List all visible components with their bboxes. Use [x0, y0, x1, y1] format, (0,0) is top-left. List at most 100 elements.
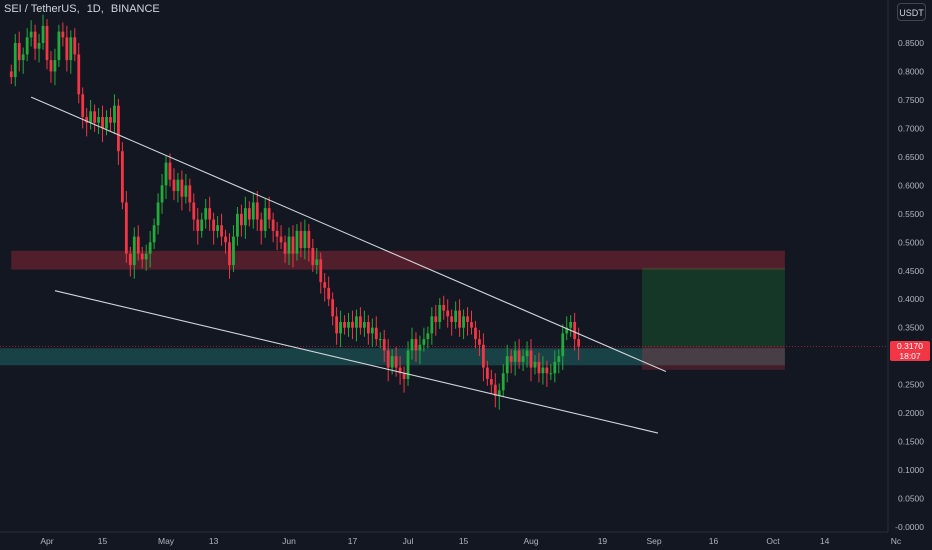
- candle-up: [164, 162, 168, 186]
- candle-down: [470, 322, 473, 328]
- candle-up: [347, 322, 350, 328]
- candle-down: [267, 208, 271, 220]
- y-tick-label: 0.8000: [898, 66, 924, 76]
- candle-up: [287, 236, 291, 254]
- candle-down: [168, 162, 172, 180]
- y-tick-label: 0.2000: [898, 408, 924, 418]
- candle-up: [13, 43, 17, 78]
- candle-down: [208, 208, 212, 220]
- currency-button[interactable]: USDT: [897, 3, 926, 21]
- candle-up: [37, 43, 41, 49]
- x-tick-label: Sep: [646, 536, 661, 546]
- y-tick-label: 0.0500: [898, 494, 924, 504]
- candle-up: [232, 236, 235, 266]
- candle-down: [73, 37, 77, 55]
- candle-down: [450, 316, 454, 323]
- candle-up: [113, 105, 116, 123]
- y-tick-label: 0.7500: [898, 95, 924, 105]
- last-price-value: 0.3170: [897, 341, 923, 351]
- target-zone: [642, 267, 785, 347]
- candle-down: [327, 287, 331, 300]
- x-tick-label: Jun: [282, 536, 296, 546]
- candle-down: [485, 367, 489, 379]
- candle-down: [117, 105, 120, 152]
- x-tick-label: Apr: [40, 536, 53, 546]
- candle-up: [362, 322, 366, 328]
- candle-down: [33, 31, 37, 49]
- candle-down: [279, 236, 283, 243]
- candle-down: [335, 316, 339, 334]
- y-tick-label: 0.1500: [898, 437, 924, 447]
- candle-up: [57, 31, 61, 61]
- candle-down: [414, 339, 418, 351]
- candle-up: [454, 310, 458, 323]
- candle-up: [216, 225, 219, 231]
- candle-down: [128, 253, 132, 266]
- candle-down: [319, 259, 323, 283]
- candle-up: [569, 322, 573, 328]
- candle-down: [478, 339, 481, 345]
- candle-down: [120, 151, 124, 203]
- candle-down: [382, 339, 386, 351]
- candle-down: [331, 299, 335, 317]
- candle-up: [176, 179, 180, 192]
- candle-up: [152, 225, 156, 243]
- candle-up: [132, 236, 136, 266]
- candle-down: [283, 242, 287, 254]
- candle-up: [438, 304, 442, 323]
- y-tick-label: 0.4000: [898, 294, 924, 304]
- candle-down: [65, 37, 69, 61]
- candle-up: [251, 202, 255, 220]
- candle-up: [462, 316, 465, 328]
- candle-down: [394, 356, 398, 368]
- candle-down: [442, 304, 446, 311]
- candle-up: [243, 208, 247, 226]
- candle-down: [474, 327, 477, 340]
- candle-down: [45, 25, 49, 61]
- candle-up: [565, 327, 569, 334]
- candle-down: [434, 316, 438, 323]
- candle-down: [275, 230, 279, 237]
- x-tick-label: 14: [820, 536, 830, 546]
- candle-down: [529, 350, 533, 368]
- candle-down: [366, 322, 370, 334]
- candle-down: [140, 253, 144, 260]
- candle-up: [426, 333, 430, 340]
- x-tick-label: Aug: [523, 536, 538, 546]
- candle-up: [21, 54, 25, 61]
- candle-up: [390, 356, 394, 368]
- candle-up: [97, 117, 100, 123]
- candle-up: [263, 208, 267, 231]
- candle-up: [41, 25, 45, 44]
- candle-up: [295, 230, 299, 254]
- candle-down: [77, 54, 81, 95]
- candle-down: [493, 384, 497, 397]
- candle-up: [525, 350, 529, 357]
- stop-zone: [642, 346, 785, 370]
- candle-down: [466, 316, 469, 323]
- candle-down: [343, 322, 346, 328]
- candle-up: [339, 322, 342, 334]
- y-tick-label: 0.5000: [898, 237, 924, 247]
- candle-up: [553, 361, 557, 374]
- candle-up: [422, 339, 426, 345]
- candle-down: [101, 117, 104, 129]
- candle-up: [89, 111, 93, 123]
- candle-up: [25, 37, 29, 55]
- candle-down: [299, 230, 303, 248]
- candle-down: [323, 282, 327, 288]
- candle-up: [236, 213, 239, 237]
- candle-down: [374, 327, 378, 340]
- candle-up: [521, 356, 525, 362]
- y-tick-label: 0.6000: [898, 180, 924, 190]
- x-tick-label: Oct: [766, 536, 780, 546]
- candle-down: [577, 339, 581, 347]
- candle-down: [402, 373, 406, 379]
- x-tick-label: 15: [459, 536, 469, 546]
- y-tick-label: 0.1000: [898, 465, 924, 475]
- candle-up: [200, 219, 204, 231]
- candle-down: [517, 350, 521, 362]
- candle-down: [259, 219, 263, 231]
- candle-up: [105, 117, 108, 129]
